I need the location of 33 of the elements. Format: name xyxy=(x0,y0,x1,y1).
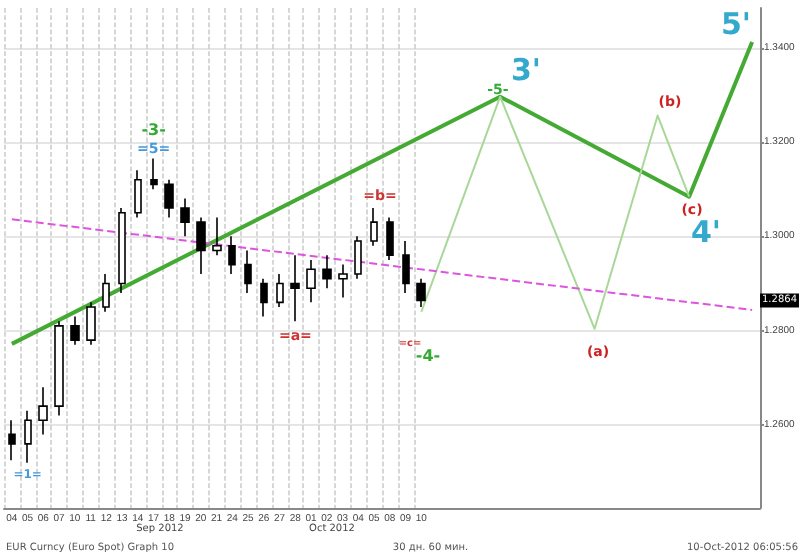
annotation: -4- xyxy=(415,347,441,365)
candlestick xyxy=(196,216,206,275)
annotation: 5' xyxy=(720,6,752,42)
candlestick xyxy=(8,419,16,462)
candlestick xyxy=(354,235,362,280)
candlestick xyxy=(118,207,126,294)
line-series xyxy=(9,39,755,346)
annotation: 4' xyxy=(690,214,722,250)
candlestick xyxy=(276,273,284,308)
candlestick xyxy=(402,240,410,294)
candlestick xyxy=(244,249,252,294)
candlestick xyxy=(86,301,96,346)
candlestick xyxy=(134,169,142,219)
candlestick xyxy=(386,216,394,261)
candlestick xyxy=(338,263,348,299)
candlestick xyxy=(38,386,48,436)
candlestick xyxy=(370,207,378,247)
candlestick xyxy=(306,259,316,304)
candlestick xyxy=(212,216,222,256)
candlestick xyxy=(260,277,268,318)
candlestick xyxy=(24,410,32,464)
candlestick xyxy=(290,254,300,323)
candlestick xyxy=(180,197,190,238)
annotation: -3- xyxy=(141,120,166,139)
candlestick xyxy=(54,320,64,417)
candlestick xyxy=(416,277,426,308)
candlestick xyxy=(322,254,332,289)
candlestick xyxy=(102,273,110,313)
candlestick xyxy=(150,157,158,190)
annotation: 3' xyxy=(510,52,542,88)
candlestick xyxy=(70,315,80,346)
candlestick xyxy=(228,235,236,275)
candlestick xyxy=(164,178,174,219)
